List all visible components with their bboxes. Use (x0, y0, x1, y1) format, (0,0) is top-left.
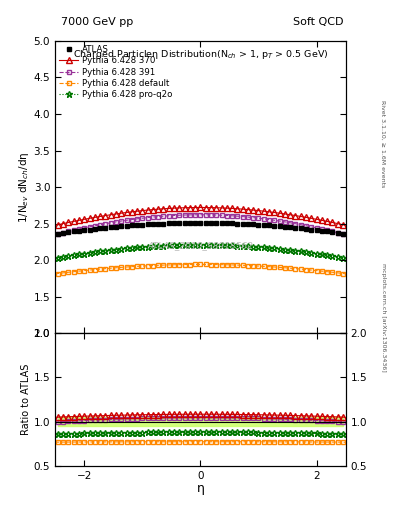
ATLAS (124, 223, 129, 229)
Pythia 6.428 default (87, 267, 92, 273)
Text: Rivet 3.1.10, ≥ 1.6M events: Rivet 3.1.10, ≥ 1.6M events (381, 100, 386, 187)
ATLAS (87, 226, 92, 232)
Pythia 6.428 pro-q2o (198, 242, 203, 248)
Text: ATLAS_2010_S8918562: ATLAS_2010_S8918562 (147, 241, 253, 250)
Pythia 6.428 370 (124, 209, 129, 216)
Pythia 6.428 391 (87, 224, 92, 230)
ATLAS (341, 230, 345, 237)
Pythia 6.428 370 (108, 211, 113, 218)
Pythia 6.428 370 (314, 216, 319, 222)
Pythia 6.428 370 (198, 204, 203, 210)
Y-axis label: Ratio to ATLAS: Ratio to ATLAS (21, 364, 31, 435)
ATLAS (161, 221, 166, 227)
Text: Charged Particleη Distribution(N$_{ch}$ > 1, p$_{T}$ > 0.5 GeV): Charged Particleη Distribution(N$_{ch}$ … (73, 48, 328, 61)
ATLAS (335, 230, 340, 236)
Pythia 6.428 pro-q2o (108, 247, 113, 253)
Pythia 6.428 pro-q2o (314, 250, 319, 257)
Pythia 6.428 370 (161, 206, 166, 212)
Pythia 6.428 391 (108, 220, 113, 226)
Pythia 6.428 370 (55, 222, 60, 228)
ATLAS (198, 220, 203, 226)
ATLAS (314, 227, 319, 233)
Legend: ATLAS, Pythia 6.428 370, Pythia 6.428 391, Pythia 6.428 default, Pythia 6.428 pr: ATLAS, Pythia 6.428 370, Pythia 6.428 39… (58, 44, 174, 100)
ATLAS (55, 230, 60, 237)
Pythia 6.428 pro-q2o (124, 245, 129, 251)
Line: Pythia 6.428 370: Pythia 6.428 370 (55, 205, 346, 227)
Pythia 6.428 default (55, 270, 60, 276)
Pythia 6.428 default (314, 268, 319, 274)
Pythia 6.428 pro-q2o (87, 250, 92, 256)
Pythia 6.428 pro-q2o (161, 243, 166, 249)
Pythia 6.428 391 (198, 212, 203, 218)
X-axis label: η: η (196, 482, 204, 495)
Pythia 6.428 391 (341, 231, 345, 237)
Pythia 6.428 default (124, 264, 129, 270)
Pythia 6.428 391 (55, 231, 60, 237)
Pythia 6.428 default (341, 270, 345, 276)
Pythia 6.428 default (108, 265, 113, 271)
Pythia 6.428 370 (335, 221, 340, 227)
Line: ATLAS: ATLAS (55, 220, 345, 236)
Pythia 6.428 391 (124, 217, 129, 223)
Pythia 6.428 default (198, 262, 203, 268)
Pythia 6.428 pro-q2o (55, 254, 60, 261)
Pythia 6.428 391 (161, 213, 166, 219)
Pythia 6.428 370 (341, 222, 345, 228)
Pythia 6.428 pro-q2o (341, 254, 345, 261)
Text: mcplots.cern.ch [arXiv:1306.3436]: mcplots.cern.ch [arXiv:1306.3436] (381, 263, 386, 372)
Line: Pythia 6.428 default: Pythia 6.428 default (55, 262, 345, 276)
Pythia 6.428 391 (314, 225, 319, 231)
Pythia 6.428 391 (335, 230, 340, 236)
Line: Pythia 6.428 pro-q2o: Pythia 6.428 pro-q2o (55, 241, 346, 261)
Y-axis label: 1/N$_{ev}$ dN$_{ch}$/dη: 1/N$_{ev}$ dN$_{ch}$/dη (17, 151, 31, 223)
Pythia 6.428 370 (87, 215, 92, 221)
Text: 7000 GeV pp: 7000 GeV pp (61, 16, 133, 27)
Pythia 6.428 default (335, 270, 340, 276)
Line: Pythia 6.428 391: Pythia 6.428 391 (55, 212, 345, 237)
Pythia 6.428 default (161, 262, 166, 268)
ATLAS (108, 224, 113, 230)
Pythia 6.428 pro-q2o (335, 254, 340, 260)
Text: Soft QCD: Soft QCD (294, 16, 344, 27)
